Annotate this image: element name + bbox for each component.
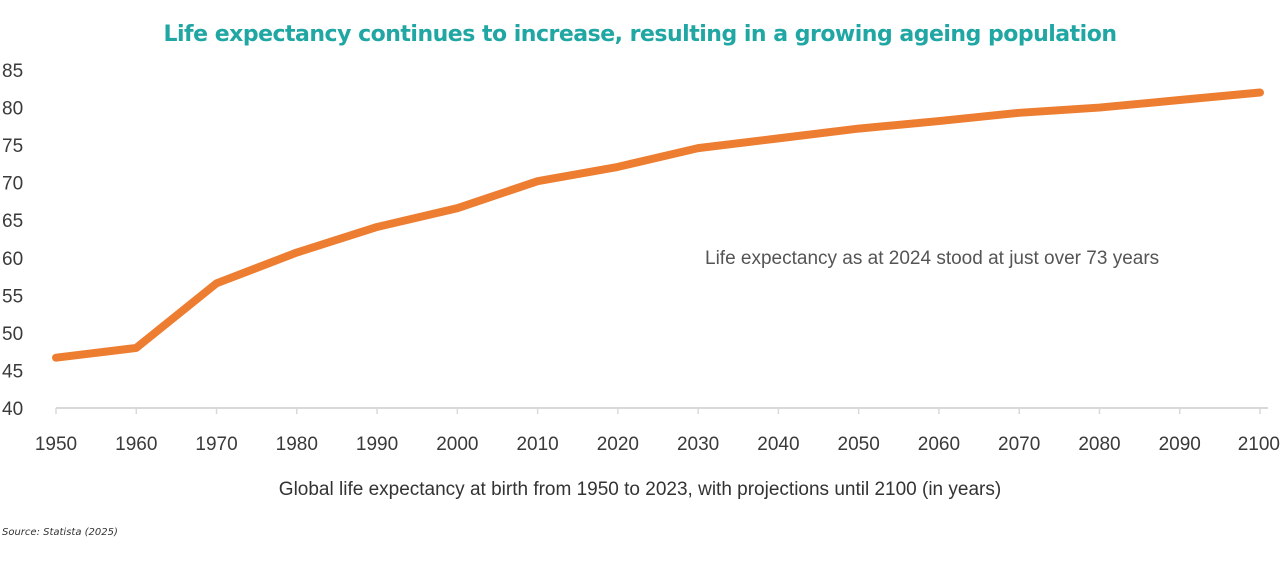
x-axis: 1950 1960 1970 1980 1990 2000 2010 2020 2030 2040… <box>35 407 1280 455</box>
series-line <box>52 88 1264 362</box>
x-tick-label: 1990 <box>356 434 398 455</box>
y-tick-label: 85 <box>2 61 23 82</box>
y-tick-label: 55 <box>2 286 23 307</box>
chart-annotation: Life expectancy as at 2024 stood at just… <box>705 248 1160 269</box>
x-tick-label: 2090 <box>1159 434 1201 455</box>
x-tick-label: 1970 <box>195 434 237 455</box>
y-tick-label: 40 <box>2 399 23 420</box>
source-note: Source: Statista (2025) <box>2 527 118 538</box>
y-axis: 40 45 50 55 60 65 70 75 80 85 <box>2 61 23 420</box>
x-tick-label: 2080 <box>1078 434 1120 455</box>
x-tick-label: 2040 <box>757 434 799 455</box>
x-axis-caption: Global life expectancy at birth from 195… <box>278 479 1002 500</box>
x-tick-label: 2060 <box>918 434 960 455</box>
chart-title: Life expectancy continues to increase, r… <box>163 22 1117 47</box>
y-tick-label: 45 <box>2 361 23 382</box>
series-layer <box>52 88 1264 362</box>
y-tick-label: 60 <box>2 249 23 270</box>
x-tick-label: 2020 <box>597 434 639 455</box>
x-tick-label: 1980 <box>276 434 318 455</box>
y-tick-label: 80 <box>2 99 23 120</box>
x-tick-label: 2030 <box>677 434 719 455</box>
y-tick-label: 75 <box>2 136 23 157</box>
y-tick-label: 70 <box>2 174 23 195</box>
x-tick-label: 2000 <box>436 434 478 455</box>
y-tick-label: 65 <box>2 211 23 232</box>
x-tick-label: 1960 <box>115 434 157 455</box>
x-tick-label: 2050 <box>838 434 880 455</box>
y-tick-label: 50 <box>2 324 23 345</box>
x-tick-label: 2010 <box>516 434 558 455</box>
x-tick-label: 1950 <box>35 434 77 455</box>
x-tick-label: 2100 <box>1238 434 1280 455</box>
x-tick-label: 2070 <box>998 434 1040 455</box>
